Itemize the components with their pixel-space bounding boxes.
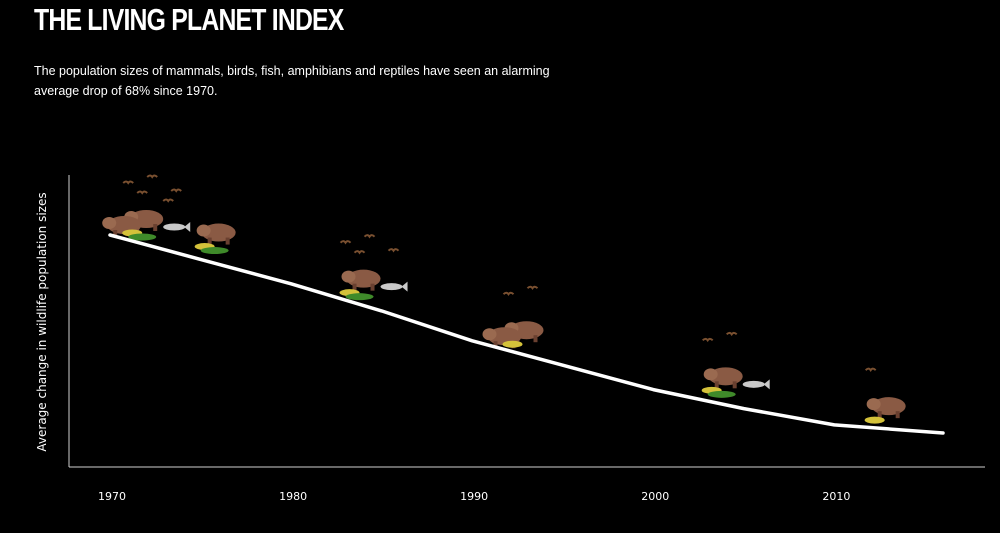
animal-illustrations [102, 174, 906, 424]
mammal-icon [703, 367, 743, 389]
animal-cluster [864, 367, 906, 424]
bird-icon [339, 240, 352, 245]
bird-icon [363, 234, 376, 239]
fish-icon [742, 379, 770, 390]
reptile-icon [864, 416, 885, 424]
amphibian-icon [345, 293, 374, 301]
amphibian-icon [128, 233, 157, 241]
bird-icon [162, 198, 174, 203]
bird-icon [864, 367, 877, 372]
x-tick-labels: 1970 1980 1990 2000 2010 [98, 490, 850, 503]
reptile-icon [502, 340, 523, 348]
amphibian-icon [200, 247, 229, 255]
x-tick-label: 1990 [460, 490, 488, 503]
bird-icon [701, 337, 714, 343]
bird-icon [146, 174, 158, 179]
bird-icon [502, 291, 515, 297]
bird-icon [353, 250, 366, 255]
mammal-icon [482, 327, 522, 349]
bird-icon [526, 285, 539, 291]
animal-cluster [701, 331, 770, 398]
x-tick-label: 2010 [822, 490, 850, 503]
page-subtitle: The population sizes of mammals, birds, … [34, 64, 550, 98]
animal-cluster [339, 234, 408, 301]
mammal-icon [341, 269, 381, 291]
mammal-icon [866, 397, 906, 419]
page-title: THE LIVING PLANET INDEX [34, 2, 344, 37]
fish-icon [380, 281, 408, 292]
bird-icon [170, 188, 182, 193]
animal-cluster [194, 223, 236, 255]
x-tick-label: 1980 [279, 490, 307, 503]
mammal-icon [196, 223, 236, 245]
bird-icon [122, 180, 134, 185]
y-axis-label: Average change in wildlife population si… [35, 192, 49, 451]
amphibian-icon [707, 390, 736, 398]
animal-cluster [102, 174, 191, 241]
bird-icon [387, 248, 400, 253]
trend-line [108, 233, 945, 435]
bird-icon [725, 331, 738, 337]
fish-icon [163, 222, 191, 232]
x-tick-label: 2000 [641, 490, 669, 503]
bird-icon [136, 190, 148, 195]
x-tick-label: 1970 [98, 490, 126, 503]
animal-cluster [482, 285, 544, 349]
